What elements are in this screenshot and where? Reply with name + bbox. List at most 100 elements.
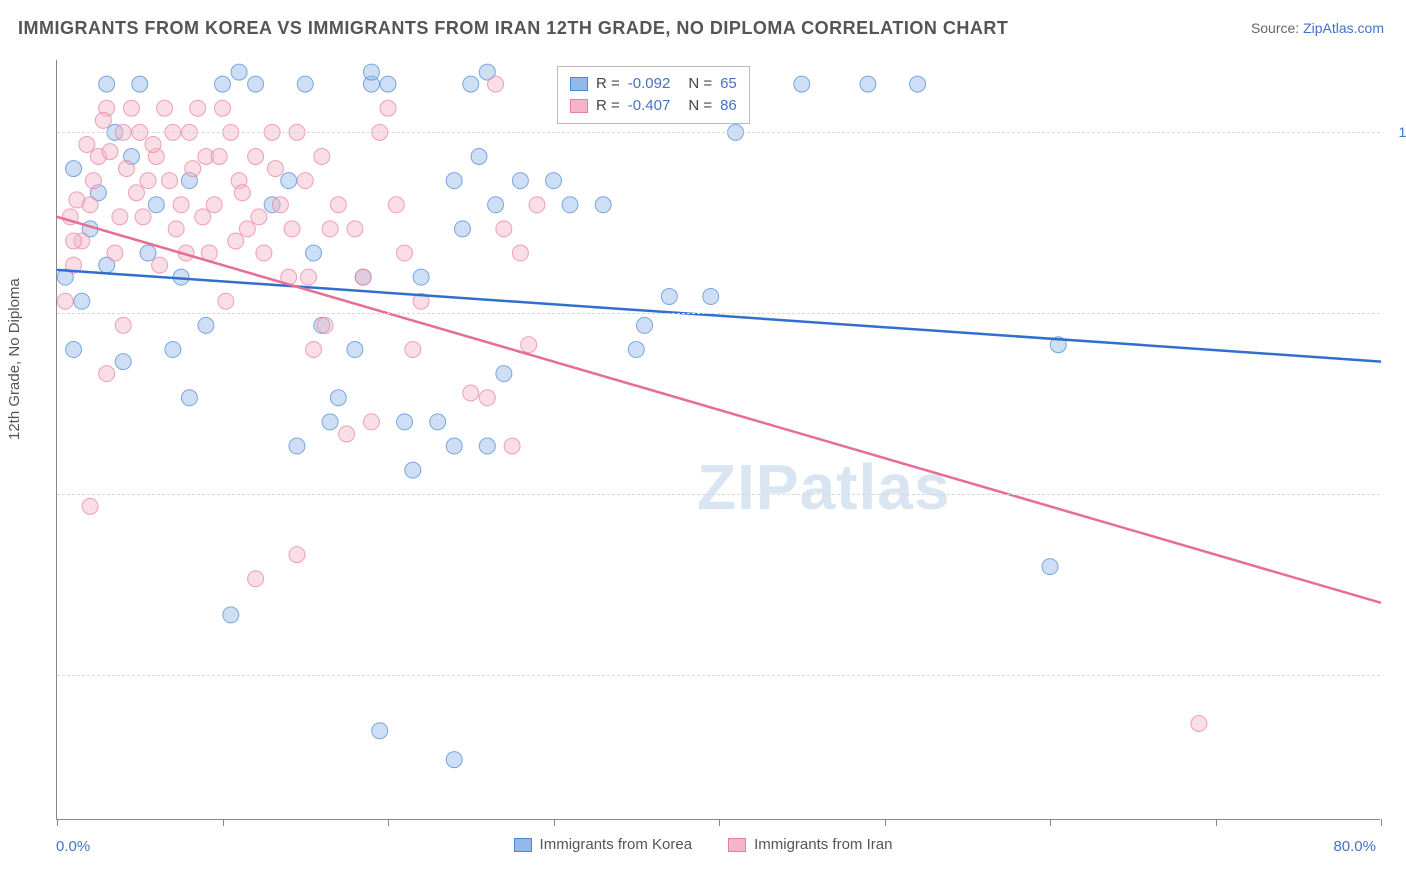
x-tick [1050, 819, 1051, 826]
data-point-korea [289, 438, 305, 454]
chart-title: IMMIGRANTS FROM KOREA VS IMMIGRANTS FROM… [18, 18, 1008, 39]
data-point-korea [372, 723, 388, 739]
data-point-korea [910, 76, 926, 92]
data-point-iran [267, 161, 283, 177]
data-point-korea [306, 245, 322, 261]
data-point-iran [145, 136, 161, 152]
data-point-korea [380, 76, 396, 92]
data-point-korea [248, 76, 264, 92]
data-point-iran [512, 245, 528, 261]
data-point-iran [107, 245, 123, 261]
data-point-iran [195, 209, 211, 225]
x-tick [57, 819, 58, 826]
series-swatch-korea [514, 838, 532, 852]
data-point-iran [301, 269, 317, 285]
data-point-korea [628, 342, 644, 358]
data-point-iran [239, 221, 255, 237]
data-point-korea [281, 173, 297, 189]
gridline [57, 494, 1380, 495]
data-point-iran [317, 317, 333, 333]
data-point-korea [703, 288, 719, 304]
data-point-korea [562, 197, 578, 213]
data-point-korea [471, 149, 487, 165]
data-point-iran [272, 197, 288, 213]
trend-line-korea [57, 270, 1381, 362]
data-point-iran [123, 100, 139, 116]
source-attribution: Source: ZipAtlas.com [1251, 20, 1384, 36]
data-point-korea [74, 293, 90, 309]
data-point-korea [446, 173, 462, 189]
legend-row-korea: R =-0.092N =65 [570, 73, 737, 95]
data-point-iran [284, 221, 300, 237]
data-point-iran [388, 197, 404, 213]
y-tick-label: 100.0% [1399, 124, 1406, 140]
x-tick [885, 819, 886, 826]
data-point-iran [248, 571, 264, 587]
data-point-iran [463, 385, 479, 401]
data-point-korea [198, 317, 214, 333]
data-point-iran [256, 245, 272, 261]
data-point-korea [181, 390, 197, 406]
source-link[interactable]: ZipAtlas.com [1303, 20, 1384, 36]
data-point-iran [69, 192, 85, 208]
data-point-iran [135, 209, 151, 225]
data-point-korea [66, 161, 82, 177]
legend-n-label: N = [688, 73, 712, 95]
data-point-korea [297, 76, 313, 92]
data-point-iran [297, 173, 313, 189]
series-name-iran: Immigrants from Iran [754, 836, 892, 853]
data-point-korea [496, 366, 512, 382]
data-point-korea [860, 76, 876, 92]
data-point-iran [521, 337, 537, 353]
data-point-iran [112, 209, 128, 225]
data-point-iran [185, 161, 201, 177]
x-tick [1381, 819, 1382, 826]
data-point-korea [479, 438, 495, 454]
source-prefix: Source: [1251, 20, 1303, 36]
data-point-iran [314, 149, 330, 165]
legend-swatch-korea [570, 77, 588, 91]
series-legend: Immigrants from Korea Immigrants from Ira… [0, 836, 1406, 856]
legend-n-value-korea: 65 [720, 73, 737, 95]
series-legend-item-iran: Immigrants from Iran [728, 836, 892, 853]
legend-r-label: R = [596, 95, 620, 117]
data-point-iran [66, 233, 82, 249]
data-point-iran [99, 366, 115, 382]
series-name-korea: Immigrants from Korea [540, 836, 693, 853]
legend-n-label: N = [688, 95, 712, 117]
data-point-iran [190, 100, 206, 116]
data-point-iran [128, 185, 144, 201]
data-point-korea [512, 173, 528, 189]
data-point-korea [546, 173, 562, 189]
x-tick [1216, 819, 1217, 826]
legend-row-iran: R =-0.407N =86 [570, 95, 737, 117]
data-point-iran [79, 136, 95, 152]
data-point-iran [85, 173, 101, 189]
plot-area: ZIPatlas R =-0.092N =65R =-0.407N =86 77… [56, 60, 1380, 820]
data-point-iran [211, 149, 227, 165]
gridline [57, 132, 1380, 133]
data-point-iran [397, 245, 413, 261]
data-point-iran [157, 100, 173, 116]
data-point-iran [504, 438, 520, 454]
data-point-iran [330, 197, 346, 213]
data-point-korea [595, 197, 611, 213]
data-point-iran [251, 209, 267, 225]
series-swatch-iran [728, 838, 746, 852]
data-point-korea [140, 245, 156, 261]
series-legend-item-korea: Immigrants from Korea [514, 836, 693, 853]
data-point-korea [661, 288, 677, 304]
data-point-korea [148, 197, 164, 213]
x-tick [223, 819, 224, 826]
trend-line-iran [57, 217, 1381, 603]
legend-n-value-iran: 86 [720, 95, 737, 117]
data-point-iran [355, 269, 371, 285]
data-point-iran [248, 149, 264, 165]
x-tick [554, 819, 555, 826]
data-point-iran [488, 76, 504, 92]
data-point-iran [339, 426, 355, 442]
correlation-legend: R =-0.092N =65R =-0.407N =86 [557, 66, 750, 124]
data-point-iran [102, 144, 118, 160]
data-point-korea [165, 342, 181, 358]
data-point-iran [322, 221, 338, 237]
